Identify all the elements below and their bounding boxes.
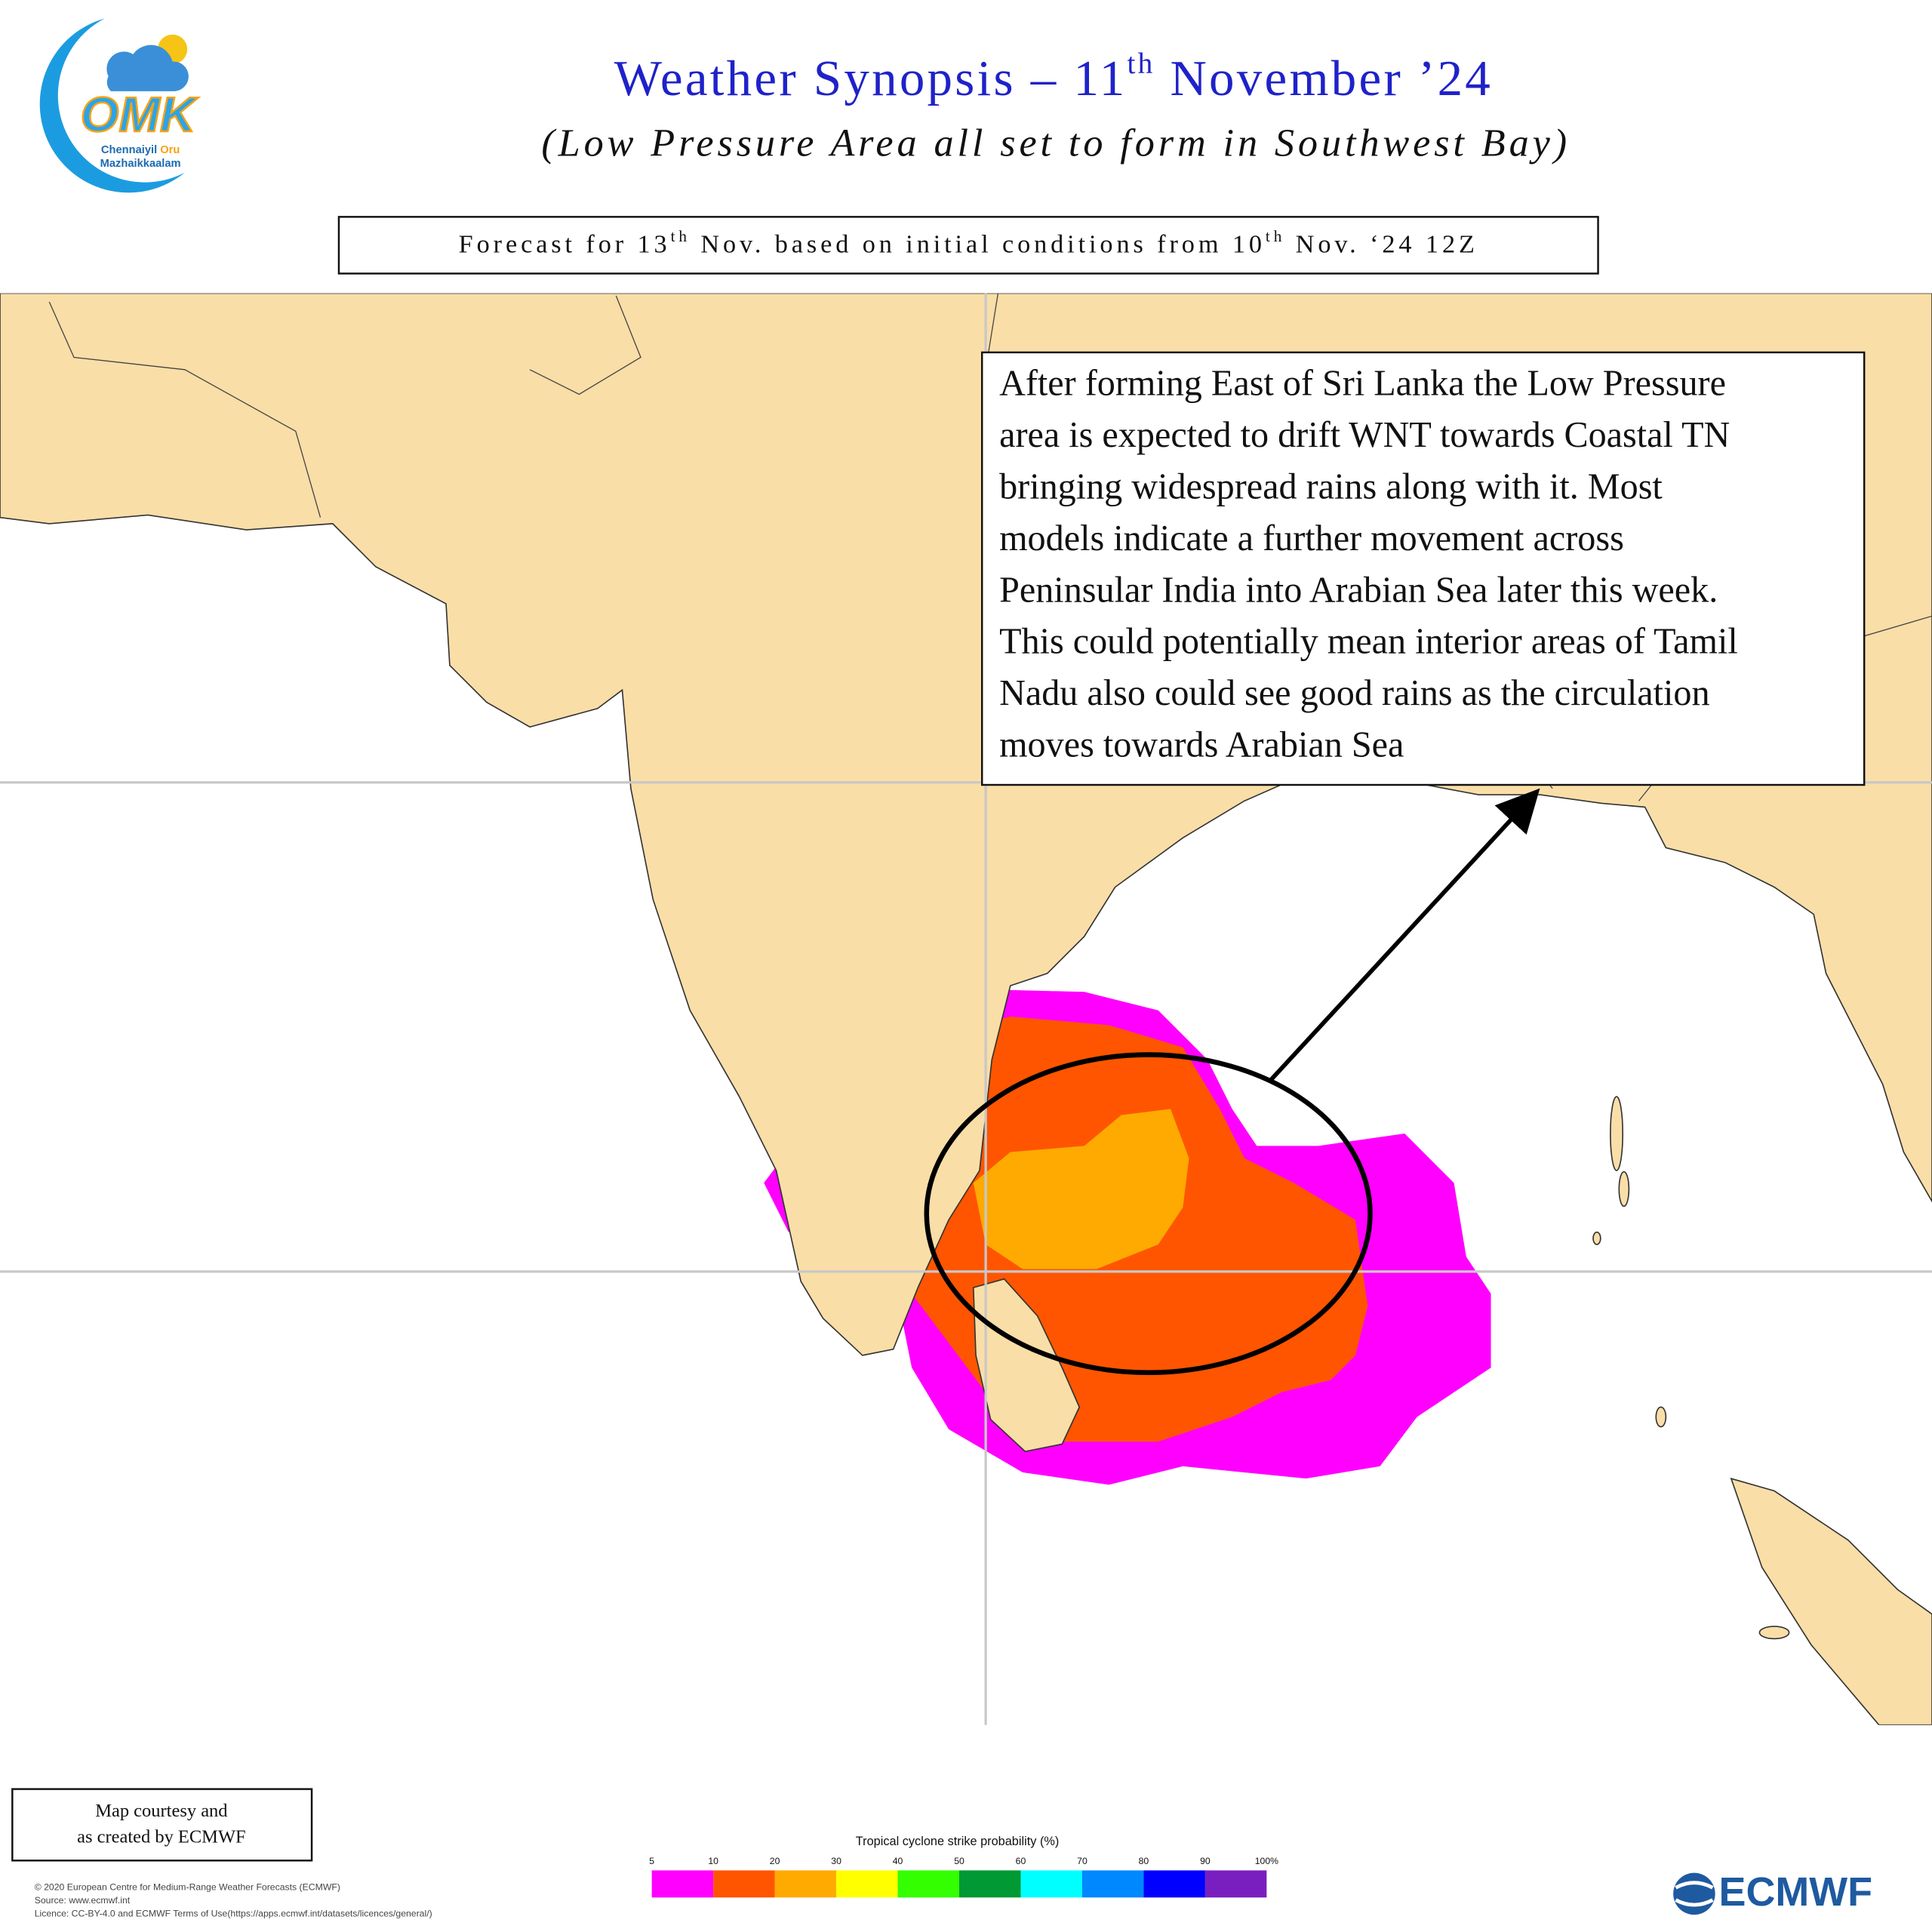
logo-text: Mazhaikkaalam — [100, 158, 181, 170]
colorbar-swatch — [774, 1870, 837, 1898]
colorbar: 5 10 20 30 40 50 60 70 80 90 100% — [649, 1856, 1278, 1898]
logo-text: Chennaiyil Oru — [101, 144, 180, 156]
colorbar-tick-label: 30 — [831, 1856, 841, 1866]
copyright-line: Source: www.ecmwf.int — [35, 1895, 131, 1906]
forecast-box — [337, 216, 1599, 275]
forecast-text: Forecast for 13th Nov. based on initial … — [459, 227, 1478, 258]
credit-box — [11, 1788, 313, 1862]
ecmwf-text: ECMWF — [1719, 1869, 1872, 1915]
annotation-line: After forming East of Sri Lanka the Low … — [999, 364, 1726, 404]
credit-line: Map courtesy and — [95, 1801, 227, 1821]
colorbar-tick-label: 40 — [893, 1856, 903, 1866]
credit: Map courtesy and as created by ECMWF — [77, 1801, 246, 1847]
highlight-ellipse — [924, 1052, 1373, 1376]
subtitle: (Low Pressure Area all set to form in So… — [541, 121, 1571, 165]
colorbar-swatch — [1081, 1870, 1144, 1898]
logo-cloud — [106, 45, 189, 91]
annotation-line: Peninsular India into Arabian Sea later … — [999, 570, 1718, 610]
copyright: © 2020 European Centre for Medium-Range … — [35, 1881, 432, 1918]
probability-area — [973, 1109, 1189, 1269]
colorbar-title: Tropical cyclone strike probability (%) — [856, 1835, 1060, 1848]
colorbar-swatch — [651, 1870, 714, 1898]
annotation: After forming East of Sri Lanka the Low … — [999, 364, 1738, 765]
arrow — [1267, 788, 1540, 1084]
copyright-line: Licence: CC-BY-4.0 and ECMWF Terms of Us… — [35, 1909, 432, 1919]
copyright-line: © 2020 European Centre for Medium-Range … — [35, 1881, 340, 1892]
colorbar-tick-label: 80 — [1139, 1856, 1149, 1866]
colorbar-tick-label: 10 — [708, 1856, 718, 1866]
colorbar-tick-label: 20 — [770, 1856, 780, 1866]
annotation-line: This could potentially mean interior are… — [999, 622, 1738, 662]
annotation-line: Nadu also could see good rains as the ci… — [999, 673, 1709, 713]
colorbar-swatch — [1204, 1870, 1267, 1898]
colorbar-swatch — [836, 1870, 898, 1898]
colorbar-tick-label: 100% — [1255, 1856, 1278, 1866]
colorbar-tick-label: 90 — [1200, 1856, 1211, 1866]
annotation-line: bringing widespread rains along with it.… — [999, 467, 1663, 507]
colorbar-tick-label: 50 — [954, 1856, 964, 1866]
logo-mark: OMK — [81, 87, 199, 142]
colorbar-tick-label: 5 — [649, 1856, 654, 1866]
colorbar-swatch — [1143, 1870, 1205, 1898]
title: Weather Synopsis – 11th November ’24 — [614, 48, 1493, 106]
colorbar-swatch — [713, 1870, 775, 1898]
ecmwf-logo: ECMWF — [1673, 1869, 1872, 1915]
annotation-box — [981, 351, 1866, 786]
credit-line: as created by ECMWF — [77, 1827, 246, 1847]
annotation-line: moves towards Arabian Sea — [999, 725, 1404, 765]
colorbar-tick-label: 60 — [1016, 1856, 1026, 1866]
annotation-line: area is expected to drift WNT towards Co… — [999, 415, 1730, 455]
colorbar-swatch — [897, 1870, 960, 1898]
omk-logo: OMK Chennaiyil Oru Mazhaikkaalam — [39, 18, 200, 193]
colorbar-tick-label: 70 — [1077, 1856, 1088, 1866]
colorbar-swatch — [959, 1870, 1021, 1898]
annotation-line: models indicate a further movement acros… — [999, 518, 1624, 558]
colorbar-swatch — [1020, 1870, 1082, 1898]
logo-crescent — [39, 18, 185, 193]
